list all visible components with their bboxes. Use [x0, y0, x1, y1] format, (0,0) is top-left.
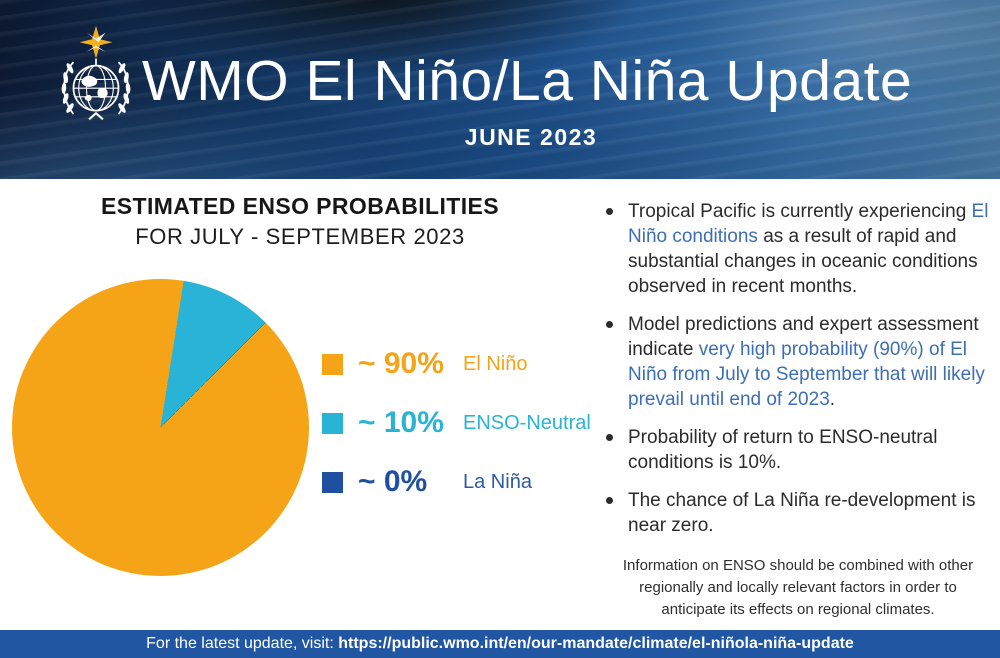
- legend-label: La Niña: [463, 470, 532, 493]
- main-content: ESTIMATED ENSO PROBABILITIES FOR JULY - …: [0, 179, 1000, 630]
- bullet-item: Model predictions and expert assessment …: [600, 312, 992, 412]
- bullet-text-run: .: [829, 389, 836, 410]
- bullet-text-run: The chance of La Niña re-development is …: [628, 490, 976, 536]
- legend-percent: ~ 0%: [358, 465, 428, 498]
- legend-row: ~ 10% ENSO-Neutral: [322, 406, 591, 440]
- legend-swatch-icon: [322, 412, 343, 434]
- bullet-text-run: Tropical Pacific is currently experienci…: [628, 201, 972, 222]
- bullet-text-run: Model predictions and expert assessment …: [628, 314, 979, 360]
- bullet-text-run: El Niño conditions: [628, 201, 989, 247]
- legend-percent: ~ 90%: [358, 347, 444, 380]
- pie-legend: ~ 90% El Niño ~ 10% ENSO-Neutral ~ 0% La Niña: [322, 347, 591, 499]
- bullet-item: Tropical Pacific is currently experienci…: [600, 199, 992, 299]
- legend-row: ~ 0% La Niña: [322, 465, 591, 499]
- footer-bar: For the latest update, visit: https://pu…: [0, 630, 1000, 658]
- bullet-item: The chance of La Niña re-development is …: [600, 488, 992, 538]
- compass-star-icon: [79, 25, 113, 59]
- legend-swatch-icon: [322, 353, 343, 375]
- bullet-text-run: Probability of return to ENSO-neutral co…: [628, 427, 938, 473]
- summary-column: Tropical Pacific is currently experienci…: [600, 199, 992, 621]
- issue-date: JUNE 2023: [464, 124, 598, 150]
- bullet-text-run: as a result of rapid and substantial cha…: [628, 226, 978, 297]
- legend-percent: ~ 10%: [358, 406, 444, 439]
- bullet-item: Probability of return to ENSO-neutral co…: [600, 425, 992, 475]
- footer-url-link[interactable]: https://public.wmo.int/en/our-mandate/cl…: [338, 635, 854, 652]
- chart-header: ESTIMATED ENSO PROBABILITIES FOR JULY - …: [0, 193, 600, 250]
- legend-row: ~ 90% El Niño: [322, 347, 591, 381]
- chart-subtitle: FOR JULY - SEPTEMBER 2023: [135, 224, 465, 249]
- header-banner: WMO El Niño/La Niña Update JUNE 2023: [0, 0, 1000, 179]
- wmo-logo-icon: [61, 25, 131, 121]
- legend-swatch-icon: [322, 471, 343, 493]
- legend-label: ENSO-Neutral: [463, 411, 591, 434]
- chart-title: ESTIMATED ENSO PROBABILITIES: [101, 193, 499, 219]
- footer-text: For the latest update, visit:: [146, 635, 339, 652]
- bullet-text-run: very high probability (90%) of El Niño f…: [628, 339, 985, 410]
- footnote: Information on ENSO should be combined w…: [622, 557, 974, 618]
- bullet-list: Tropical Pacific is currently experienci…: [600, 199, 992, 538]
- enso-pie-chart: [12, 279, 309, 576]
- page-title: WMO El Niño/La Niña Update: [142, 49, 913, 113]
- legend-label: El Niño: [463, 352, 528, 375]
